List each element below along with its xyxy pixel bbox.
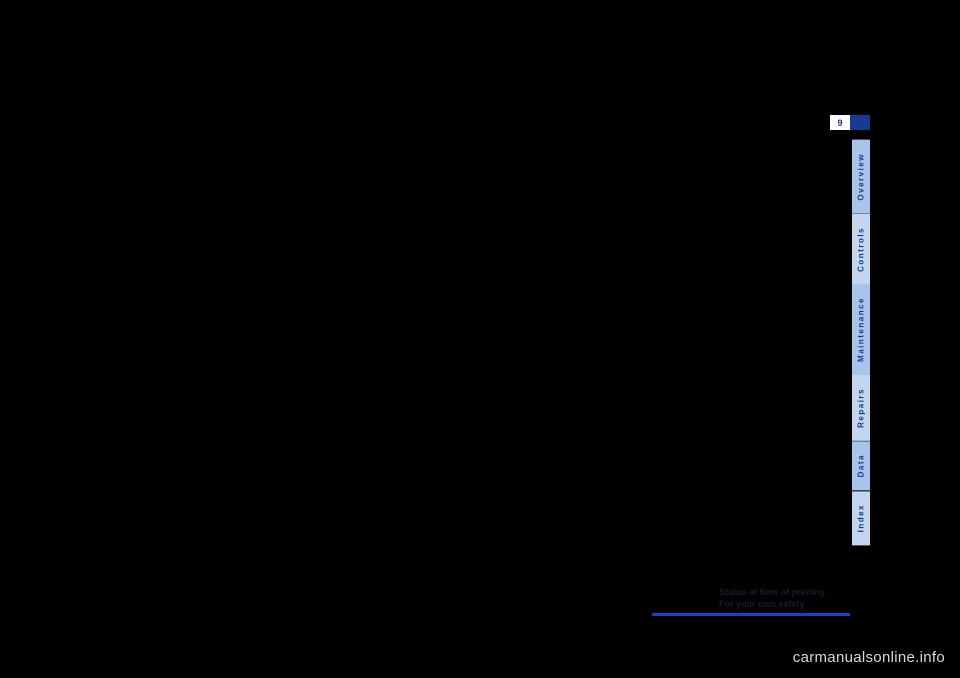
tab-repairs[interactable]: Repairs xyxy=(852,375,870,441)
tab-maintenance[interactable]: Maintenance xyxy=(852,284,870,375)
blue-bar-left xyxy=(652,613,752,616)
side-tabs: Overview Controls Maintenance Repairs Da… xyxy=(852,140,870,545)
tab-overview[interactable]: Overview xyxy=(852,140,870,214)
page-number-box: 9 xyxy=(830,115,870,130)
blue-bar xyxy=(652,613,850,616)
page-number-accent xyxy=(850,115,870,130)
bottom-text-line-1: Status at time of printing xyxy=(719,587,825,599)
watermark: carmanualsonline.info xyxy=(793,649,945,666)
tab-data[interactable]: Data xyxy=(852,441,870,490)
page-container: 9 Overview Controls Maintenance Repairs … xyxy=(85,115,935,630)
blue-bar-right xyxy=(752,613,850,616)
tab-controls[interactable]: Controls xyxy=(852,214,870,285)
bottom-text: Status at time of printing For your own … xyxy=(719,587,825,610)
tab-index[interactable]: Index xyxy=(852,491,870,545)
page-number: 9 xyxy=(830,115,850,130)
bottom-text-line-2: For your own safety xyxy=(719,599,825,611)
